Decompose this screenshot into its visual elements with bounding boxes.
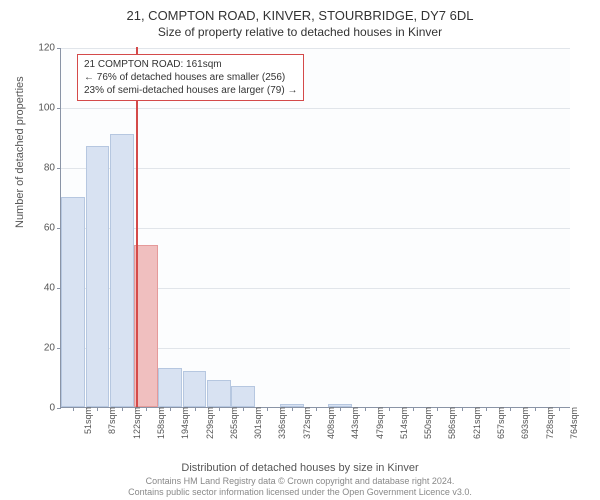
bar [207,380,231,407]
x-tick-label: 693sqm [518,407,530,439]
x-tick-label: 657sqm [494,407,506,439]
x-tick-label: 443sqm [348,407,360,439]
x-tick-label: 229sqm [203,407,215,439]
info-box: 21 COMPTON ROAD: 161sqm ← 76% of detache… [77,54,304,101]
plot-area: 02040608010012051sqm87sqm122sqm158sqm194… [60,48,570,408]
x-tick-mark [535,407,536,411]
x-tick-mark [195,407,196,411]
x-tick-label: 764sqm [567,407,579,439]
chart-container: 21, COMPTON ROAD, KINVER, STOURBRIDGE, D… [0,0,600,500]
x-tick-mark [316,407,317,411]
x-tick-mark [292,407,293,411]
x-tick-mark [219,407,220,411]
x-tick-label: 158sqm [154,407,166,439]
x-tick-mark [267,407,268,411]
x-tick-label: 336sqm [275,407,287,439]
x-tick-label: 728sqm [543,407,555,439]
bar [86,146,110,407]
x-tick-mark [170,407,171,411]
x-tick-label: 621sqm [470,407,482,439]
x-tick-label: 479sqm [373,407,385,439]
bar [231,386,255,407]
x-tick-mark [389,407,390,411]
x-tick-mark [340,407,341,411]
x-tick-label: 122sqm [130,407,142,439]
bar [110,134,134,407]
x-tick-mark [413,407,414,411]
x-tick-mark [73,407,74,411]
x-tick-label: 265sqm [227,407,239,439]
y-tick-label: 0 [49,403,61,414]
footer-line-1: Contains HM Land Registry data © Crown c… [0,476,600,487]
footer: Contains HM Land Registry data © Crown c… [0,476,600,498]
info-line-1: 21 COMPTON ROAD: 161sqm [84,58,297,71]
x-tick-mark [365,407,366,411]
chart-subtitle: Size of property relative to detached ho… [0,23,600,39]
x-tick-label: 194sqm [178,407,190,439]
y-tick-label: 20 [44,343,61,354]
bar [183,371,207,407]
bar [158,368,182,407]
x-tick-label: 408sqm [324,407,336,439]
x-tick-mark [462,407,463,411]
y-tick-label: 100 [38,103,61,114]
y-tick-label: 40 [44,283,61,294]
x-tick-label: 87sqm [105,407,117,434]
x-tick-mark [510,407,511,411]
bar [61,197,85,407]
y-axis-label: Number of detached properties [14,76,26,228]
x-tick-label: 301sqm [251,407,263,439]
x-tick-mark [122,407,123,411]
y-tick-label: 60 [44,223,61,234]
x-tick-label: 372sqm [300,407,312,439]
x-tick-mark [243,407,244,411]
info-line-2: ← 76% of detached houses are smaller (25… [84,71,297,84]
x-tick-label: 550sqm [421,407,433,439]
x-tick-label: 514sqm [397,407,409,439]
chart-title: 21, COMPTON ROAD, KINVER, STOURBRIDGE, D… [0,0,600,23]
y-tick-label: 80 [44,163,61,174]
marker-line [136,47,138,407]
x-tick-mark [97,407,98,411]
info-line-3: 23% of semi-detached houses are larger (… [84,84,297,97]
x-axis-label: Distribution of detached houses by size … [0,462,600,474]
x-tick-mark [486,407,487,411]
x-tick-label: 51sqm [81,407,93,434]
x-tick-label: 586sqm [445,407,457,439]
x-tick-mark [559,407,560,411]
y-tick-label: 120 [38,43,61,54]
x-tick-mark [437,407,438,411]
footer-line-2: Contains public sector information licen… [0,487,600,498]
x-tick-mark [146,407,147,411]
